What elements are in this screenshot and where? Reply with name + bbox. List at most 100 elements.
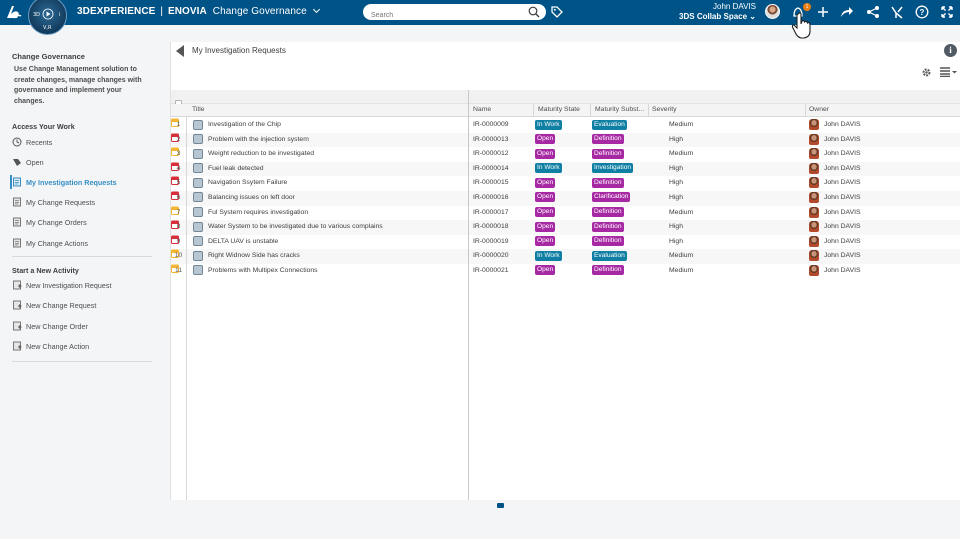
maturity-state-badge[interactable]: In Work [535, 250, 562, 261]
share-arrow-icon[interactable] [838, 3, 856, 21]
sidebar-item-new-change-action[interactable]: New Change Action [12, 339, 162, 353]
cell-severity[interactable]: High [669, 135, 683, 143]
notification-icon[interactable] [789, 3, 807, 21]
cell-title[interactable]: Right Widnow Side has cracks [208, 252, 300, 260]
tools-icon[interactable] [888, 3, 906, 21]
info-icon[interactable]: i [944, 44, 957, 57]
cell-severity[interactable]: High [669, 193, 683, 201]
cell-name[interactable]: IR-0000019 [473, 237, 509, 245]
table-row[interactable]: 5 Navigation Ssytem Failure IR-0000015 Open… [171, 176, 960, 191]
dassault-logo-icon[interactable] [5, 4, 23, 20]
user-info[interactable]: John DAVIS 3DS Collab Space ⌄ [660, 2, 756, 22]
table-row[interactable]: 2 Problem with the injection system IR-000… [171, 132, 960, 148]
table-row[interactable]: 11 Problems with Multipex Connections IR-0… [171, 264, 960, 279]
maturity-state-badge[interactable]: Open [535, 134, 556, 145]
maturity-state-badge[interactable]: Open [535, 265, 556, 276]
cell-name[interactable]: IR-0000021 [473, 266, 509, 274]
back-arrow-icon[interactable] [176, 45, 184, 57]
maturity-state-badge[interactable]: Open [535, 221, 556, 232]
column-header-severity[interactable]: Severity [652, 106, 677, 113]
cell-owner[interactable]: John DAVIS [824, 150, 861, 158]
cell-name[interactable]: IR-0000018 [473, 223, 509, 231]
maturity-state-badge[interactable]: Open [535, 236, 556, 247]
maturity-substate-badge[interactable]: Clarification [592, 192, 631, 203]
sidebar-item-recents[interactable]: Recents [12, 135, 162, 149]
column-header-name[interactable]: Name [473, 106, 492, 113]
cell-owner[interactable]: John DAVIS [824, 121, 861, 128]
column-divider[interactable] [590, 104, 591, 117]
app-brand[interactable]: 3DEXPERIENCE | ENOVIA Change Governance [77, 5, 320, 17]
cell-title[interactable]: Ful System requires investigation [208, 208, 309, 216]
column-divider[interactable] [648, 104, 649, 117]
table-row[interactable]: 9 DELTA UAV is unstable IR-0000019 Open Defi… [171, 235, 960, 250]
maturity-substate-badge[interactable]: Definition [592, 265, 624, 276]
maturity-substate-badge[interactable]: Definition [592, 236, 624, 247]
maturity-substate-badge[interactable]: Investigation [592, 163, 634, 174]
cell-owner[interactable]: John DAVIS [824, 237, 861, 245]
column-header-maturity-substate[interactable]: Maturity Subst... [595, 106, 645, 113]
table-row[interactable]: 6 Balancing issues on left door IR-0000016… [171, 190, 960, 206]
cell-title[interactable]: DELTA UAV is unstable [208, 237, 279, 245]
sidebar-item-my-change-orders[interactable]: My Change Orders [12, 215, 162, 229]
cell-severity[interactable]: High [669, 223, 683, 231]
sidebar-item-new-change-order[interactable]: New Change Order [12, 319, 162, 333]
plus-icon[interactable] [814, 3, 832, 21]
cell-severity[interactable]: Medium [669, 266, 694, 274]
gear-icon[interactable] [921, 67, 932, 78]
table-row[interactable]: 8 Water System to be investigated due to … [171, 220, 960, 235]
cell-owner[interactable]: John DAVIS [824, 193, 861, 201]
cell-owner[interactable]: John DAVIS [824, 266, 861, 274]
cell-owner[interactable]: John DAVIS [824, 252, 861, 260]
cell-title[interactable]: Water System to be investigated due to v… [208, 223, 383, 231]
column-divider[interactable] [533, 104, 534, 117]
cell-severity[interactable]: Medium [669, 208, 694, 216]
sidebar-item-new-investigation-request[interactable]: New Investigation Request [12, 278, 162, 292]
cell-name[interactable]: IR-0000016 [473, 193, 509, 201]
table-row[interactable]: 3 Weight reduction to be investigated IR-0… [171, 147, 960, 162]
maturity-substate-badge[interactable]: Definition [592, 207, 624, 218]
column-header-title[interactable]: Title [192, 106, 205, 113]
cell-severity[interactable]: High [669, 164, 683, 172]
cell-title[interactable]: Problem with the injection system [208, 135, 309, 143]
cell-owner[interactable]: John DAVIS [824, 208, 861, 216]
cell-severity[interactable]: Medium [669, 121, 694, 128]
cell-severity[interactable]: Medium [669, 150, 694, 158]
network-share-icon[interactable] [864, 3, 882, 21]
cell-name[interactable]: IR-0000015 [473, 179, 509, 187]
cell-name[interactable]: IR-0000009 [473, 121, 509, 128]
sidebar-item-open[interactable]: Open [12, 155, 162, 169]
table-row[interactable]: 4 Fuel leak detected IR-0000014 In Work Inve… [171, 161, 960, 177]
cell-title[interactable]: Weight reduction to be investigated [208, 150, 315, 158]
pagination-indicator[interactable] [497, 503, 504, 508]
compass-icon[interactable]: 3D i V,R [28, 0, 67, 35]
maturity-substate-badge[interactable]: Definition [592, 134, 624, 145]
maturity-substate-badge[interactable]: Definition [592, 148, 624, 159]
table-row[interactable]: 7 Ful System requires investigation IR-000… [171, 206, 960, 221]
maturity-state-badge[interactable]: Open [535, 207, 556, 218]
column-header-maturity-state[interactable]: Maturity State [538, 106, 580, 113]
column-divider[interactable] [805, 104, 806, 117]
maturity-state-badge[interactable]: In Work [535, 119, 562, 130]
cell-name[interactable]: IR-0000012 [473, 150, 509, 158]
cell-title[interactable]: Balancing issues on left door [208, 193, 295, 201]
fullscreen-icon[interactable] [938, 3, 956, 21]
cell-owner[interactable]: John DAVIS [824, 164, 861, 172]
cell-name[interactable]: IR-0000013 [473, 135, 509, 143]
cell-severity[interactable]: Medium [669, 252, 694, 260]
search-input[interactable] [363, 7, 523, 24]
cell-name[interactable]: IR-0000017 [473, 208, 509, 216]
table-row[interactable]: 10 Right Widnow Side has cracks IR-0000020… [171, 249, 960, 264]
maturity-state-badge[interactable]: In Work [535, 163, 562, 174]
help-icon[interactable]: ? [913, 3, 931, 21]
list-view-icon[interactable] [939, 67, 957, 77]
cell-owner[interactable]: John DAVIS [824, 223, 861, 231]
table-row[interactable]: 1 Investigation of the Chip IR-0000009 In W… [171, 118, 960, 133]
cell-title[interactable]: Navigation Ssytem Failure [208, 179, 288, 187]
cell-title[interactable]: Investigation of the Chip [208, 121, 281, 128]
maturity-state-badge[interactable]: Open [535, 177, 556, 188]
sidebar-item-my-change-requests[interactable]: My Change Requests [12, 195, 162, 209]
maturity-state-badge[interactable]: Open [535, 148, 556, 159]
cell-owner[interactable]: John DAVIS [824, 135, 861, 143]
maturity-substate-badge[interactable]: Evaluation [592, 250, 627, 261]
maturity-substate-badge[interactable]: Definition [592, 221, 624, 232]
